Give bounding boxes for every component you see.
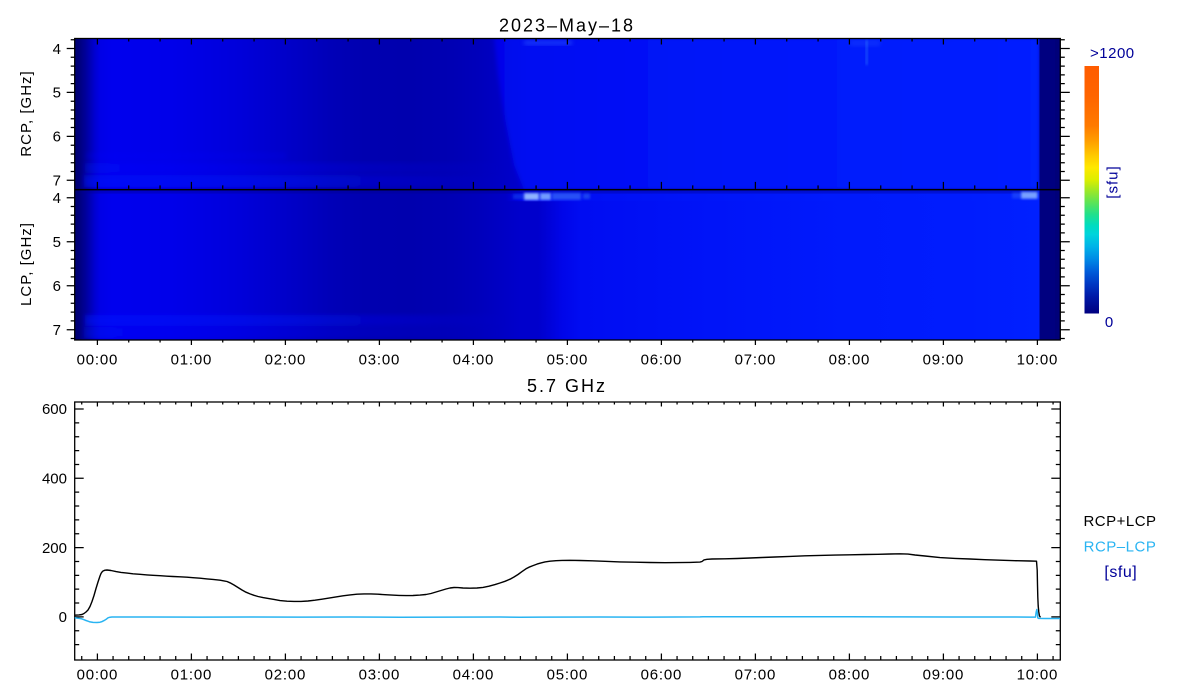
svg-text:4: 4	[53, 41, 61, 58]
svg-text:03:00: 03:00	[359, 351, 401, 368]
svg-text:01:00: 01:00	[171, 666, 213, 683]
svg-text:07:00: 07:00	[735, 351, 777, 368]
svg-text:5.7 GHz: 5.7 GHz	[527, 376, 607, 396]
svg-text:>1200: >1200	[1090, 45, 1135, 62]
svg-text:RCP+LCP: RCP+LCP	[1083, 513, 1156, 530]
svg-text:6: 6	[53, 129, 61, 146]
svg-text:0: 0	[1105, 314, 1113, 331]
svg-text:05:00: 05:00	[547, 666, 589, 683]
svg-text:RCP–LCP: RCP–LCP	[1084, 539, 1157, 556]
svg-text:0: 0	[59, 609, 67, 626]
svg-text:6: 6	[53, 278, 61, 295]
svg-text:RCP, [GHz]: RCP, [GHz]	[18, 70, 35, 156]
svg-text:400: 400	[42, 471, 67, 488]
svg-text:07:00: 07:00	[735, 666, 777, 683]
svg-text:03:00: 03:00	[359, 666, 401, 683]
svg-text:7: 7	[53, 322, 61, 339]
svg-text:10:00: 10:00	[1017, 666, 1059, 683]
svg-text:04:00: 04:00	[453, 666, 495, 683]
svg-text:06:00: 06:00	[641, 351, 683, 368]
svg-text:600: 600	[42, 401, 67, 418]
svg-text:02:00: 02:00	[265, 666, 307, 683]
svg-text:09:00: 09:00	[923, 351, 965, 368]
svg-text:06:00: 06:00	[641, 666, 683, 683]
svg-text:05:00: 05:00	[547, 351, 589, 368]
svg-text:7: 7	[53, 173, 61, 190]
svg-text:00:00: 00:00	[77, 666, 119, 683]
svg-text:[sfu]: [sfu]	[1105, 165, 1122, 198]
svg-text:5: 5	[53, 85, 61, 102]
svg-text:09:00: 09:00	[923, 666, 965, 683]
svg-text:200: 200	[42, 540, 67, 557]
svg-text:LCP, [GHz]: LCP, [GHz]	[18, 222, 35, 306]
svg-text:08:00: 08:00	[829, 666, 871, 683]
svg-text:04:00: 04:00	[453, 351, 495, 368]
svg-text:[sfu]: [sfu]	[1104, 564, 1137, 581]
svg-text:2023–May–18: 2023–May–18	[499, 16, 635, 36]
svg-text:4: 4	[53, 190, 61, 207]
svg-text:08:00: 08:00	[829, 351, 871, 368]
svg-text:01:00: 01:00	[171, 351, 213, 368]
svg-text:02:00: 02:00	[265, 351, 307, 368]
svg-text:00:00: 00:00	[77, 351, 119, 368]
svg-text:5: 5	[53, 234, 61, 251]
svg-text:10:00: 10:00	[1017, 351, 1059, 368]
